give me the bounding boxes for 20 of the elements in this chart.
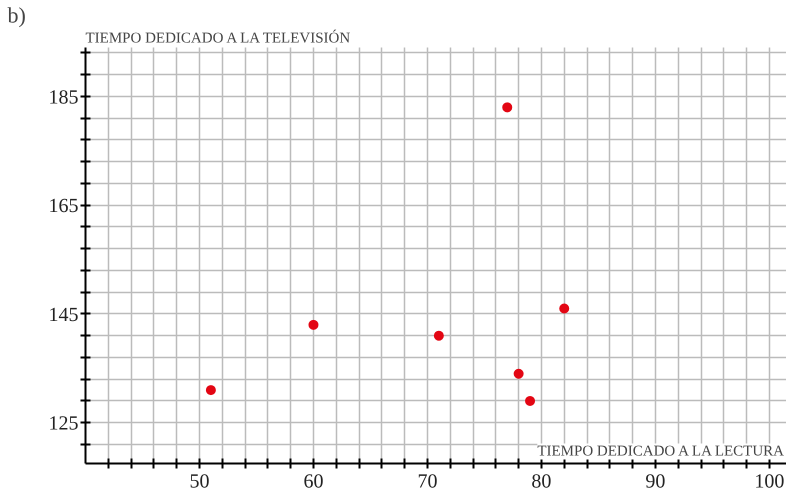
x-tick-label: 100 bbox=[754, 470, 784, 492]
x-tick-label: 50 bbox=[189, 470, 210, 492]
chart-title: b) bbox=[8, 2, 26, 28]
point bbox=[514, 368, 524, 379]
x-tick-label: 70 bbox=[417, 470, 438, 492]
point bbox=[434, 330, 444, 341]
point bbox=[206, 385, 216, 396]
x-tick-label: 90 bbox=[645, 470, 666, 492]
y-tick-label: 145 bbox=[48, 304, 78, 326]
x-tick-label: 80 bbox=[531, 470, 552, 492]
x-axis-title: TIEMPO DEDICADO A LA LECTURA bbox=[537, 444, 784, 460]
y-tick-label: 165 bbox=[48, 195, 78, 218]
y-tick-label: 125 bbox=[48, 412, 78, 435]
point bbox=[502, 102, 512, 112]
point bbox=[525, 396, 536, 406]
point bbox=[559, 304, 570, 314]
point bbox=[308, 320, 318, 330]
y-tick-label: 185 bbox=[48, 86, 78, 108]
y-axis-title: TIEMPO DEDICADO A LA TELEVISIÓN bbox=[86, 30, 350, 46]
x-tick-label: 60 bbox=[303, 470, 324, 492]
